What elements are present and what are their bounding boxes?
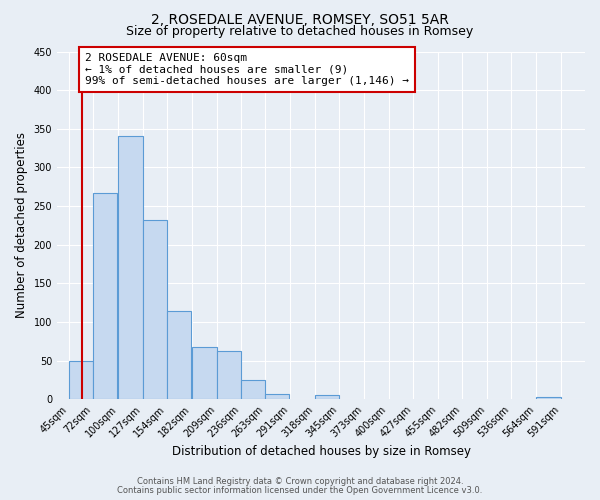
Text: 2, ROSEDALE AVENUE, ROMSEY, SO51 5AR: 2, ROSEDALE AVENUE, ROMSEY, SO51 5AR: [151, 12, 449, 26]
Bar: [93, 193, 118, 399]
Text: Size of property relative to detached houses in Romsey: Size of property relative to detached ho…: [127, 25, 473, 38]
Bar: [241, 380, 265, 399]
Text: 2 ROSEDALE AVENUE: 60sqm
← 1% of detached houses are smaller (9)
99% of semi-det: 2 ROSEDALE AVENUE: 60sqm ← 1% of detache…: [85, 53, 409, 86]
Bar: [69, 360, 93, 399]
Bar: [143, 220, 167, 399]
Bar: [315, 394, 339, 399]
Bar: [265, 394, 289, 399]
Text: Contains HM Land Registry data © Crown copyright and database right 2024.: Contains HM Land Registry data © Crown c…: [137, 477, 463, 486]
Bar: [536, 397, 560, 399]
Bar: [167, 311, 191, 399]
Y-axis label: Number of detached properties: Number of detached properties: [15, 132, 28, 318]
Text: Contains public sector information licensed under the Open Government Licence v3: Contains public sector information licen…: [118, 486, 482, 495]
Bar: [217, 352, 241, 399]
Bar: [118, 136, 143, 399]
X-axis label: Distribution of detached houses by size in Romsey: Distribution of detached houses by size …: [172, 444, 470, 458]
Bar: [192, 346, 217, 399]
